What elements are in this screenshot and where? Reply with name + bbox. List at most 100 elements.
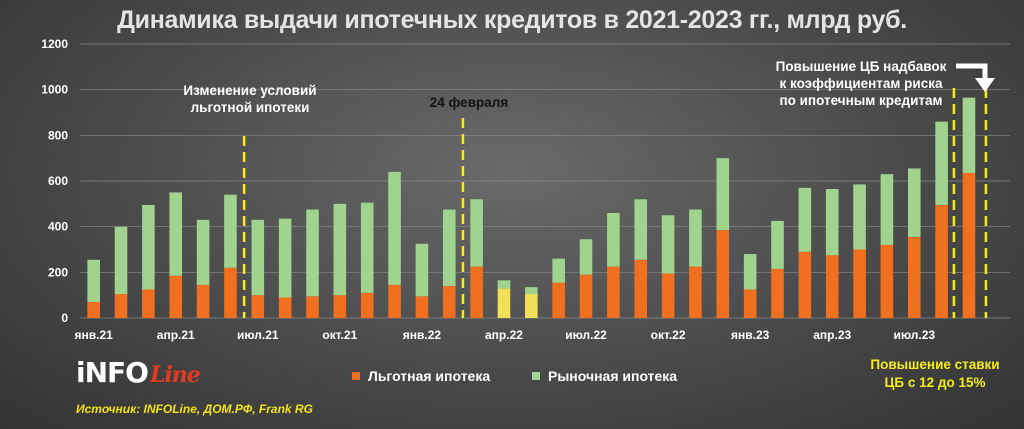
legend-swatch-orange xyxy=(352,372,360,380)
bar-market xyxy=(552,258,565,283)
bar-preferential xyxy=(771,268,784,318)
y-tick-label: 400 xyxy=(48,220,68,234)
x-tick-label: июл.22 xyxy=(565,328,607,342)
y-tick-label: 0 xyxy=(61,311,68,325)
bar-market xyxy=(278,218,292,298)
bar-market xyxy=(470,199,483,267)
bar-market xyxy=(825,188,839,256)
bar-preferential xyxy=(907,236,921,318)
x-tick-label: янв.21 xyxy=(75,328,114,342)
bar-preferential xyxy=(689,266,702,318)
bar-market xyxy=(497,280,511,289)
bar-market xyxy=(907,168,921,237)
rate-hike-note: Повышение ставки ЦБ с 12 до 15% xyxy=(870,357,1000,390)
bar-market xyxy=(798,187,812,252)
bar-market xyxy=(743,254,757,290)
y-tick-label: 1200 xyxy=(41,37,68,51)
bar-preferential xyxy=(224,267,237,318)
x-tick-label: окт.21 xyxy=(322,328,357,342)
y-tick-label: 600 xyxy=(48,174,68,188)
bar-market xyxy=(771,220,784,269)
bar-market xyxy=(360,202,374,293)
infoline-logo: iNFOLine xyxy=(76,356,201,389)
bar-market xyxy=(333,203,347,296)
bar-market xyxy=(607,212,620,267)
source-note: Источник: INFOLine, ДОМ.РФ, Frank RG xyxy=(76,402,313,416)
bar-preferential xyxy=(880,244,894,318)
bar-market xyxy=(87,259,100,303)
bar-preferential xyxy=(415,296,429,318)
bar-preferential xyxy=(716,230,730,318)
bar-market xyxy=(114,226,128,295)
bar-preferential xyxy=(333,295,347,318)
x-tick-label: апр.23 xyxy=(813,328,851,342)
bar-preferential xyxy=(196,284,210,318)
annotation-cb-markup: Повышение ЦБ надбавок к коэффициентам ри… xyxy=(775,59,947,108)
y-tick-label: 1000 xyxy=(41,83,68,97)
bar-market xyxy=(251,219,265,296)
y-tick-label: 200 xyxy=(48,265,68,279)
bar-preferential xyxy=(579,274,593,318)
bar-market xyxy=(716,158,730,231)
x-tick-label: янв.22 xyxy=(403,328,442,342)
bar-preferential xyxy=(306,296,319,318)
bar-preferential xyxy=(142,289,155,318)
legend-item-market: Рыночная ипотека xyxy=(532,368,677,384)
bar-preferential xyxy=(169,275,183,318)
bar-preferential xyxy=(360,292,374,318)
cb-arrow-icon xyxy=(956,63,995,92)
x-tick-label: июл.23 xyxy=(893,328,935,342)
bar-preferential xyxy=(743,289,757,318)
x-axis: янв.21 апр.21 июл.21 окт.21 янв.22 апр.22 июл.… xyxy=(75,328,936,342)
bar-market xyxy=(661,215,675,274)
bar-preferential xyxy=(470,266,483,318)
bar-preferential xyxy=(962,173,976,318)
bar-market xyxy=(634,199,648,260)
x-tick-label: апр.21 xyxy=(157,328,195,342)
bar-preferential xyxy=(497,288,511,318)
x-tick-label: июл.21 xyxy=(237,328,279,342)
bar-preferential xyxy=(607,266,620,318)
bar-preferential xyxy=(825,255,839,318)
x-tick-label: янв.23 xyxy=(731,328,770,342)
bar-market xyxy=(689,209,702,267)
bar-market xyxy=(196,219,210,285)
bar-market xyxy=(224,194,237,268)
bar-preferential xyxy=(661,273,675,318)
bar-preferential xyxy=(114,294,128,318)
bar-market xyxy=(935,121,948,205)
legend-swatch-green xyxy=(532,372,540,380)
bar-preferential xyxy=(525,294,538,318)
bar-market xyxy=(306,209,319,297)
bar-market xyxy=(415,243,429,297)
bar-market xyxy=(142,204,155,290)
bar-market xyxy=(388,171,401,285)
bar-market xyxy=(579,239,593,275)
x-tick-label: апр.22 xyxy=(485,328,523,342)
annotation-feb24: 24 февраля xyxy=(429,95,509,110)
bar-preferential xyxy=(634,259,648,318)
annotation-conditions: Изменение условий льготной ипотеки xyxy=(183,83,317,115)
x-tick-label: окт.22 xyxy=(651,328,686,342)
event-markers xyxy=(242,88,988,318)
bar-preferential xyxy=(251,295,265,318)
legend-item-preferential: Льготная ипотека xyxy=(352,368,490,384)
bar-preferential xyxy=(278,297,292,318)
bar-preferential xyxy=(552,282,565,318)
bar-preferential xyxy=(388,284,401,318)
bar-market xyxy=(525,287,538,295)
y-tick-label: 800 xyxy=(48,128,68,142)
bar-market xyxy=(169,192,183,276)
bar-preferential xyxy=(87,302,100,318)
chart-title: Динамика выдачи ипотечных кредитов в 202… xyxy=(117,6,907,34)
bar-market xyxy=(880,174,894,245)
bar-preferential xyxy=(935,204,948,318)
bar-preferential xyxy=(442,286,456,318)
bar-preferential xyxy=(798,251,812,318)
y-axis: 0 200 400 600 800 1000 1200 xyxy=(41,37,68,325)
arrow-shaft xyxy=(956,63,988,80)
bar-market xyxy=(853,184,866,250)
bars xyxy=(87,97,976,318)
bar-market xyxy=(962,97,976,174)
